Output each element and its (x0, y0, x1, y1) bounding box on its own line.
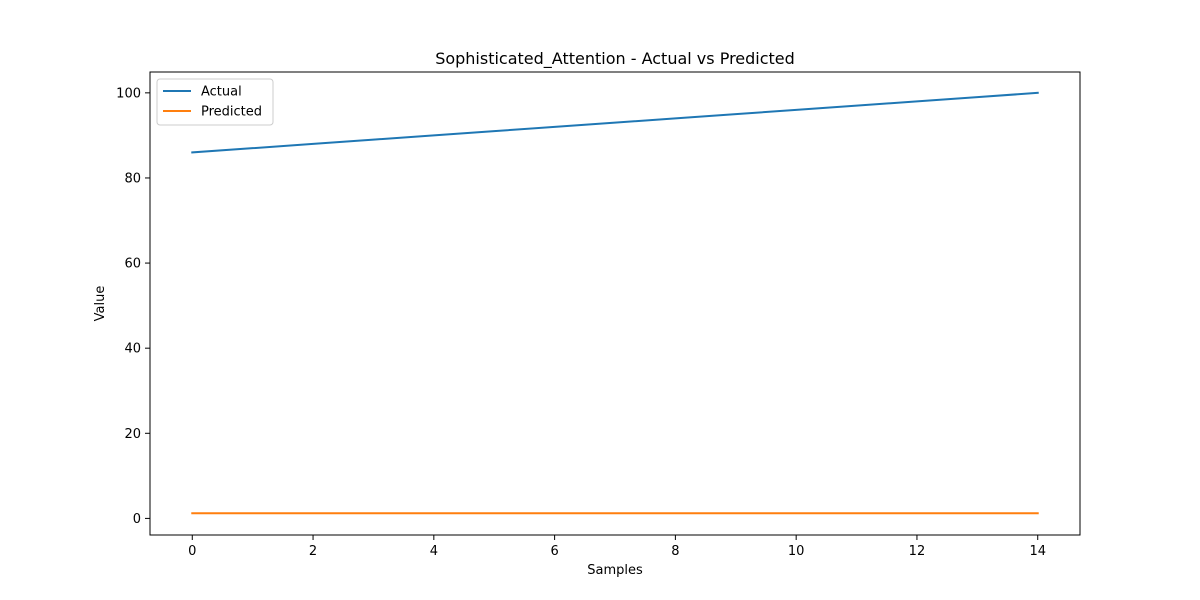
chart-title: Sophisticated_Attention - Actual vs Pred… (435, 49, 795, 69)
x-tick-label: 10 (788, 544, 805, 559)
x-tick-label: 6 (550, 544, 558, 559)
axes-frame (149, 71, 1081, 536)
legend-label-actual: Actual (201, 85, 242, 100)
y-tick-label: 40 (124, 342, 141, 357)
x-tick-label: 0 (188, 544, 196, 559)
y-tick-label: 60 (124, 257, 141, 272)
x-tick-label: 4 (430, 544, 438, 559)
legend: Actual Predicted (156, 78, 274, 126)
y-tick-label: 100 (116, 86, 141, 101)
y-tick-label: 0 (133, 512, 141, 527)
y-axis-label: Value (93, 286, 108, 322)
x-tick-label: 2 (309, 544, 317, 559)
x-axis-label: Samples (587, 563, 643, 578)
series-line-actual (191, 91, 1039, 154)
y-tick-label: 20 (124, 427, 141, 442)
y-tick-label: 80 (124, 171, 141, 186)
x-tick-label: 12 (909, 544, 926, 559)
x-tick-label: 14 (1029, 544, 1046, 559)
y-axis: 0 20 40 60 80 100 (116, 86, 150, 527)
x-tick-label: 8 (671, 544, 679, 559)
x-axis: 0 2 4 6 8 10 12 14 (188, 535, 1046, 559)
plot-area (191, 91, 1039, 515)
legend-label-predicted: Predicted (201, 105, 262, 120)
